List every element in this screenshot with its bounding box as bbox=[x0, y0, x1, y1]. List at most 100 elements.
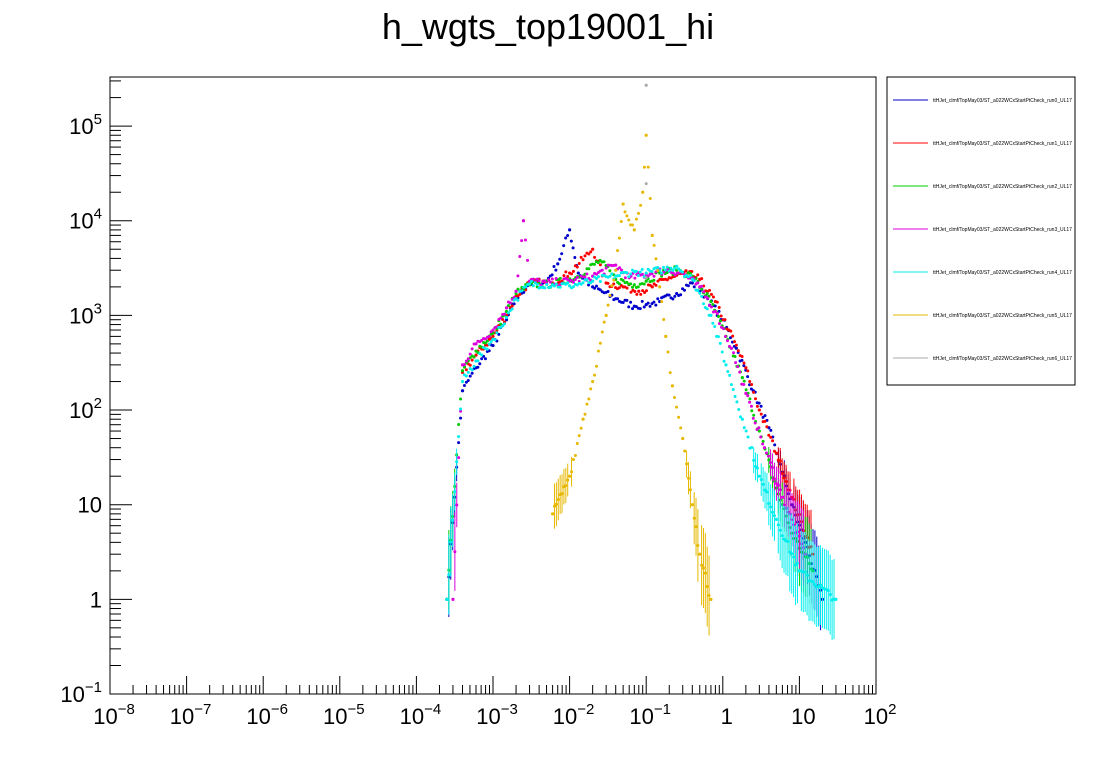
data-point bbox=[564, 270, 568, 274]
legend-label: ttHJet_clmf/TopMay03/ST_a022WCxStartPtCh… bbox=[933, 313, 1072, 319]
data-point bbox=[744, 366, 748, 370]
data-point bbox=[667, 293, 671, 297]
data-point bbox=[459, 409, 463, 413]
data-point bbox=[644, 133, 648, 137]
data-point bbox=[558, 276, 562, 280]
data-point bbox=[663, 268, 667, 272]
data-point bbox=[510, 304, 514, 308]
data-point bbox=[644, 276, 648, 280]
data-point bbox=[583, 254, 587, 258]
data-point bbox=[700, 284, 704, 288]
data-point bbox=[774, 517, 778, 521]
data-point bbox=[715, 300, 719, 304]
data-point bbox=[485, 339, 489, 343]
data-point bbox=[644, 271, 648, 275]
data-point bbox=[483, 341, 487, 345]
y-tick-label: 104 bbox=[69, 206, 102, 234]
data-point bbox=[736, 349, 740, 353]
data-point bbox=[503, 322, 507, 326]
data-point bbox=[493, 338, 497, 342]
data-point bbox=[772, 477, 776, 481]
data-point bbox=[692, 285, 696, 289]
data-point bbox=[819, 583, 823, 587]
data-point bbox=[772, 449, 776, 453]
data-point bbox=[686, 476, 690, 480]
data-point bbox=[487, 335, 491, 339]
data-point bbox=[679, 293, 683, 297]
data-point bbox=[784, 479, 788, 483]
legend-label: ttHJet_clmf/TopMay03/ST_a022WCxStartPtCh… bbox=[933, 141, 1072, 147]
data-point bbox=[621, 278, 625, 282]
data-point bbox=[464, 368, 468, 372]
data-point bbox=[677, 267, 681, 271]
data-point bbox=[761, 415, 765, 419]
data-point bbox=[632, 228, 636, 232]
data-point bbox=[466, 370, 470, 374]
data-point bbox=[636, 285, 640, 289]
data-point bbox=[577, 261, 581, 265]
data-point bbox=[573, 255, 577, 259]
data-point bbox=[521, 219, 526, 223]
data-point bbox=[646, 301, 650, 305]
data-point bbox=[746, 375, 750, 379]
data-point bbox=[625, 271, 629, 275]
data-point bbox=[646, 165, 650, 169]
data-point bbox=[596, 349, 600, 353]
data-point bbox=[453, 550, 457, 554]
data-point bbox=[499, 316, 503, 320]
data-point bbox=[576, 271, 580, 275]
data-point bbox=[696, 281, 700, 285]
data-point bbox=[564, 236, 568, 240]
data-point bbox=[612, 282, 616, 286]
legend-label: ttHJet_clmf/TopMay03/ST_a022WCxStartPtCh… bbox=[933, 356, 1072, 362]
data-point bbox=[627, 275, 631, 279]
data-point bbox=[570, 278, 574, 282]
data-point bbox=[462, 384, 466, 388]
data-point bbox=[641, 289, 645, 293]
data-point bbox=[581, 281, 585, 285]
data-point bbox=[587, 267, 591, 271]
y-tick-label: 10 bbox=[78, 493, 102, 518]
data-point bbox=[650, 269, 654, 273]
data-point bbox=[614, 268, 618, 272]
data-point bbox=[552, 504, 556, 508]
data-point bbox=[729, 383, 733, 387]
data-point bbox=[483, 337, 487, 341]
data-point bbox=[633, 276, 637, 280]
data-point bbox=[731, 334, 735, 338]
data-point bbox=[564, 484, 568, 488]
data-point bbox=[692, 516, 696, 520]
data-point bbox=[629, 300, 633, 304]
data-point bbox=[763, 419, 767, 423]
data-point bbox=[575, 442, 579, 446]
data-point bbox=[769, 428, 773, 432]
legend-entries: ttHJet_clmf/TopMay03/ST_a022WCxStartPtCh… bbox=[893, 98, 1072, 362]
data-point bbox=[706, 296, 710, 300]
data-point bbox=[618, 266, 622, 270]
data-point bbox=[711, 295, 715, 299]
data-point bbox=[658, 285, 662, 289]
data-point bbox=[591, 379, 595, 384]
data-point bbox=[516, 287, 520, 291]
data-point bbox=[591, 247, 595, 251]
data-point bbox=[568, 284, 572, 288]
data-point bbox=[504, 306, 509, 310]
data-point bbox=[460, 369, 465, 373]
data-point bbox=[732, 351, 736, 355]
data-point bbox=[506, 304, 510, 308]
data-point bbox=[684, 269, 688, 273]
data-point bbox=[606, 303, 610, 307]
data-point bbox=[768, 461, 772, 465]
data-point bbox=[811, 580, 815, 584]
data-point bbox=[742, 426, 746, 430]
data-point bbox=[711, 321, 715, 325]
data-point bbox=[742, 382, 746, 386]
data-point bbox=[673, 294, 677, 298]
data-point bbox=[794, 563, 798, 567]
x-tick-label: 10 bbox=[791, 704, 815, 729]
data-point bbox=[634, 269, 638, 273]
data-point bbox=[686, 284, 690, 288]
data-point bbox=[457, 456, 461, 460]
data-point bbox=[757, 426, 761, 430]
data-point bbox=[600, 330, 604, 334]
